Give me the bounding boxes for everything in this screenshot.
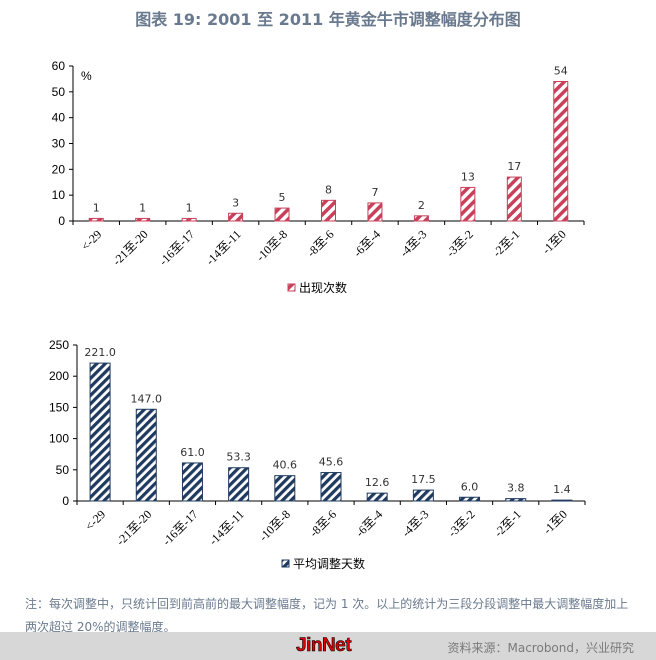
y-tick-label: 60 bbox=[52, 59, 66, 73]
bar bbox=[460, 186, 476, 222]
y-tick-label: 100 bbox=[49, 432, 69, 446]
y-tick-label: 20 bbox=[52, 162, 66, 176]
data-label: 1 bbox=[93, 201, 100, 214]
x-tick-label: -4至-3 bbox=[399, 507, 432, 540]
x-tick-label: -8至-6 bbox=[304, 227, 337, 260]
y-tick-label: 40 bbox=[52, 111, 66, 125]
bar bbox=[366, 492, 388, 502]
data-label: 5 bbox=[279, 191, 286, 204]
data-label: 53.3 bbox=[226, 451, 251, 464]
x-tick-label: -6至-4 bbox=[353, 507, 386, 540]
x-tick-label: -21至-20 bbox=[113, 507, 154, 548]
x-tick-label: <-29 bbox=[78, 227, 104, 253]
data-label: 1.4 bbox=[553, 483, 571, 496]
bar bbox=[181, 217, 197, 222]
bar bbox=[274, 475, 296, 502]
data-label: 40.6 bbox=[273, 459, 298, 472]
data-label: 3.8 bbox=[507, 482, 525, 495]
data-label: 61.0 bbox=[180, 446, 205, 459]
bar bbox=[505, 498, 527, 502]
bar bbox=[506, 176, 522, 222]
legend-swatch bbox=[281, 559, 290, 568]
bar bbox=[320, 472, 342, 502]
bar bbox=[413, 215, 429, 222]
legend-label: 平均调整天数 bbox=[293, 556, 365, 571]
legend-swatch bbox=[287, 283, 296, 292]
x-tick-label: -16至-17 bbox=[156, 227, 197, 268]
data-label: 147.0 bbox=[131, 392, 163, 405]
data-label: 17 bbox=[507, 160, 521, 173]
footnote: 注：每次调整中，只统计回到前高前的最大调整幅度，记为 1 次。以上的统计为三段分… bbox=[25, 597, 629, 634]
y-tick-label: 250 bbox=[49, 338, 69, 352]
x-tick-label: -14至-11 bbox=[203, 227, 244, 268]
footer: JinNet 资料来源：Macrobond，兴业研究 bbox=[0, 632, 656, 660]
x-tick-label: -6至-4 bbox=[351, 227, 384, 260]
data-label: 2 bbox=[418, 199, 425, 212]
bar bbox=[135, 217, 151, 222]
unit-label: % bbox=[81, 69, 92, 83]
bar bbox=[553, 81, 569, 222]
bar bbox=[367, 202, 383, 222]
x-tick-label: -10至-8 bbox=[253, 227, 290, 264]
data-label: 6.0 bbox=[461, 480, 479, 493]
bar bbox=[181, 462, 203, 502]
bar bbox=[321, 199, 336, 222]
y-tick-label: 30 bbox=[52, 137, 66, 151]
x-tick-label: -3至-2 bbox=[445, 507, 478, 540]
chart-avg-days: 0 50 100 150 200 250 221.0 <-29 147.0 -21至-20 61.0… bbox=[49, 338, 586, 571]
x-tick-label: -4至-3 bbox=[397, 227, 430, 260]
data-label: 1 bbox=[186, 201, 193, 214]
data-label: 7 bbox=[371, 186, 378, 199]
x-tick-label: -16至-17 bbox=[160, 507, 201, 548]
charts: 0102030405060%1<-291-21至-201-16至-173-14至… bbox=[49, 59, 586, 571]
data-label: 1 bbox=[139, 201, 146, 214]
x-tick-label: -1至0 bbox=[539, 227, 569, 257]
data-label: 3 bbox=[232, 196, 239, 209]
bar bbox=[135, 408, 157, 502]
x-tick-label: -2至-1 bbox=[490, 227, 523, 260]
bar bbox=[412, 489, 434, 502]
y-tick-label: 0 bbox=[58, 214, 65, 228]
y-tick-label: 150 bbox=[49, 400, 69, 414]
source-text: 资料来源：Macrobond，兴业研究 bbox=[447, 641, 635, 655]
x-tick-label: -2至-1 bbox=[491, 507, 524, 540]
bar bbox=[88, 217, 104, 222]
data-label: 8 bbox=[325, 183, 332, 196]
x-tick-label: -14至-11 bbox=[206, 507, 247, 548]
bar bbox=[551, 499, 573, 502]
bar bbox=[459, 496, 481, 502]
x-tick-label: -8至-6 bbox=[307, 507, 340, 540]
data-label: 45.6 bbox=[319, 456, 344, 469]
data-label: 12.6 bbox=[365, 476, 390, 489]
page-title: 图表 19: 2001 至 2011 年黄金牛市调整幅度分布图 bbox=[135, 10, 521, 29]
legend-label: 出现次数 bbox=[299, 280, 347, 295]
x-tick-label: <-29 bbox=[82, 507, 108, 533]
chart-occurrences: 0 10 20 30 40 50 60% 1 <-29 1 -21至-20 1 -16至-17 3 -14至… bbox=[52, 59, 585, 295]
bar bbox=[274, 207, 290, 222]
bar bbox=[89, 362, 111, 502]
y-tick-label: 10 bbox=[52, 188, 66, 202]
data-label: 221.0 bbox=[84, 346, 116, 359]
y-tick-label: 50 bbox=[56, 463, 70, 477]
data-label: 54 bbox=[554, 65, 568, 78]
y-tick-label: 200 bbox=[49, 369, 69, 383]
data-label: 13 bbox=[461, 170, 475, 183]
x-tick-label: -1至0 bbox=[540, 507, 570, 537]
x-tick-label: -10至-8 bbox=[256, 507, 293, 544]
data-label: 17.5 bbox=[411, 473, 436, 486]
y-tick-label: 50 bbox=[52, 85, 66, 99]
x-tick-label: -3至-2 bbox=[443, 227, 476, 260]
y-tick-label: 0 bbox=[62, 494, 69, 508]
bar bbox=[228, 212, 244, 222]
jinnet-logo: JinNet bbox=[296, 635, 352, 657]
x-tick-label: -21至-20 bbox=[110, 227, 151, 268]
bar bbox=[228, 467, 250, 502]
